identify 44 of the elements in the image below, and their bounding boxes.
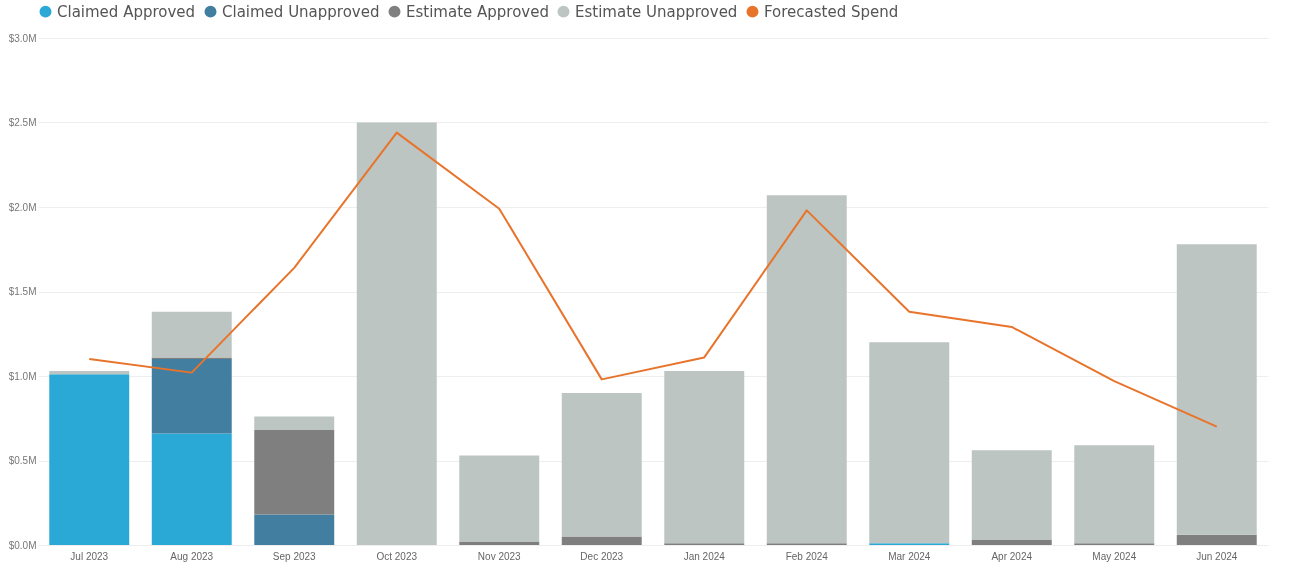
y-tick-label: $0.0M [8, 539, 37, 551]
legend-label: Estimate Unapproved [575, 2, 738, 21]
x-tick-label: Jul 2023 [70, 550, 109, 562]
line-series [88, 131, 1218, 428]
y-tick-label: $2.5M [8, 117, 37, 128]
y-tick-label: $1.5M [8, 286, 37, 297]
x-tick-label: Apr 2024 [991, 550, 1033, 562]
bar [869, 342, 950, 544]
x-tick-label: Nov 2023 [477, 550, 522, 562]
bar [254, 416, 335, 431]
bar [356, 122, 437, 545]
bar [971, 539, 1052, 545]
bar [1176, 534, 1257, 545]
x-tick-label: Oct 2023 [376, 550, 418, 562]
bar [151, 311, 232, 358]
bar [49, 374, 130, 545]
bar [151, 433, 232, 545]
bar [766, 195, 847, 544]
legend-label: Claimed Approved [57, 2, 196, 21]
y-tick-label: $3.0M [8, 32, 37, 44]
bar [561, 392, 642, 537]
x-tick-label: Feb 2024 [785, 550, 829, 562]
x-tick-label: Dec 2023 [580, 550, 624, 562]
bar [1176, 244, 1257, 535]
bar [971, 450, 1052, 540]
y-tick-label: $1.0M [8, 370, 37, 382]
x-tick-label: Aug 2023 [170, 550, 214, 562]
legend-label: Estimate Approved [406, 2, 549, 21]
x-tick-label: Jun 2024 [1196, 550, 1238, 562]
y-tick-label: $0.5M [8, 455, 37, 466]
bar [254, 430, 335, 515]
x-tick-label: Mar 2024 [888, 550, 931, 562]
x-tick-label: Jan 2024 [683, 550, 726, 562]
legend-label: Claimed Unapproved [222, 2, 380, 21]
y-tick-label: $2.0M [8, 201, 37, 213]
bar [561, 536, 642, 545]
bar [459, 455, 540, 542]
bar [664, 370, 745, 544]
legend-label: Forecasted Spend [764, 2, 899, 21]
bar [254, 514, 335, 545]
bar [1074, 445, 1155, 544]
bar [151, 359, 232, 434]
x-tick-label: May 2024 [1092, 550, 1137, 562]
x-tick-label: Sep 2023 [272, 550, 317, 562]
